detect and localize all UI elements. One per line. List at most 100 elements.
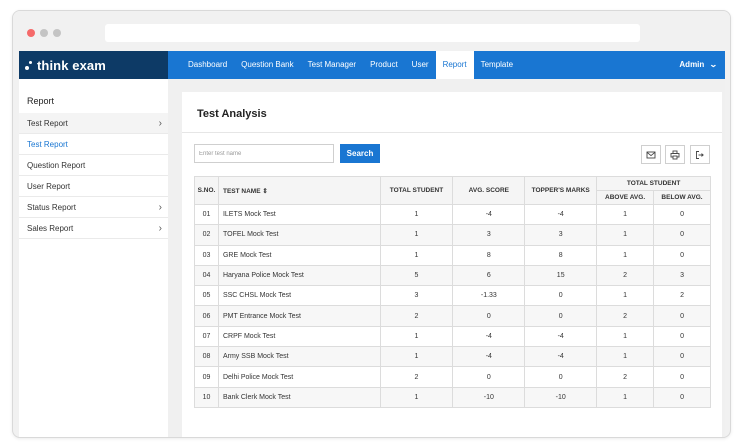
address-bar[interactable] — [105, 24, 640, 42]
cell-sno: 03 — [194, 244, 219, 266]
th-sno: S.NO. — [194, 176, 219, 205]
cell-avg-score: -4 — [452, 346, 526, 368]
cell-sno: 09 — [194, 366, 219, 388]
cell-avg-score: -4 — [452, 325, 526, 348]
nav-item-dashboard[interactable]: Dashboard — [188, 60, 228, 69]
th-test-name[interactable]: TEST NAME ⇕ — [217, 176, 381, 205]
cell-total-student: 1 — [379, 346, 454, 368]
nav-item-question-bank[interactable]: Question Bank — [241, 60, 294, 69]
cell-sno: 06 — [194, 305, 219, 327]
table-row: 02 TOFEL Mock Test 1 3 3 1 0 — [194, 224, 711, 246]
cell-below-avg: 0 — [653, 325, 711, 348]
table-row: 07 CRPF Mock Test 1 -4 -4 1 0 — [194, 325, 711, 348]
mail-icon — [646, 151, 656, 158]
cell-test-name: Delhi Police Mock Test — [217, 366, 381, 388]
email-button[interactable] — [641, 145, 661, 164]
test-analysis-table: S.NO. TEST NAME ⇕ TOTAL STUDENT AVG. SCO… — [194, 176, 711, 408]
sidebar-title: Report — [27, 96, 55, 106]
cell-below-avg: 0 — [653, 305, 711, 327]
cell-total-student: 2 — [379, 305, 454, 327]
maximize-window-dot[interactable] — [53, 29, 61, 37]
sidebar-item-user-report[interactable]: User Report — [19, 176, 168, 197]
cell-above-avg: 2 — [596, 264, 655, 287]
nav-menu: Dashboard Question Bank Test Manager Produc… — [181, 51, 520, 79]
sidebar-item-label: Test Report — [27, 140, 68, 149]
close-window-dot[interactable] — [27, 29, 35, 37]
cell-toppers-marks: -10 — [524, 386, 598, 408]
cell-below-avg: 0 — [653, 224, 711, 246]
sort-icon[interactable]: ⇕ — [262, 187, 268, 195]
minimize-window-dot[interactable] — [40, 29, 48, 37]
cell-above-avg: 1 — [596, 224, 655, 246]
th-below-avg: BELOW AVG. — [653, 190, 711, 205]
sidebar-item-label: Sales Report — [27, 224, 74, 233]
nav-item-test-manager[interactable]: Test Manager — [307, 60, 357, 69]
th-total-student: TOTAL STUDENT — [379, 176, 454, 205]
cell-above-avg: 1 — [596, 325, 655, 348]
cell-test-name: CRPF Mock Test — [217, 325, 381, 348]
top-navbar: think exam Dashboard Question Bank Test Ma… — [19, 51, 725, 79]
print-button[interactable] — [665, 145, 685, 164]
cell-avg-score: 3 — [452, 224, 526, 246]
title-divider — [182, 132, 722, 133]
th-above-avg: ABOVE AVG. — [596, 190, 655, 205]
cell-avg-score: -10 — [452, 386, 526, 408]
sidebar-item-question-report[interactable]: Question Report — [19, 155, 168, 176]
table-row: 08 Army SSB Mock Test 1 -4 -4 1 0 — [194, 346, 711, 368]
cell-toppers-marks: 0 — [524, 305, 598, 327]
sidebar-item-status-report[interactable]: Status Report › — [19, 197, 168, 218]
sidebar-item-sales-report[interactable]: Sales Report › — [19, 218, 168, 239]
cell-above-avg: 1 — [596, 346, 655, 368]
cell-avg-score: 8 — [452, 244, 526, 266]
admin-label: Admin — [679, 60, 705, 69]
cell-toppers-marks: 8 — [524, 244, 598, 266]
search-button[interactable]: Search — [340, 144, 380, 163]
sidebar-item-test-report[interactable]: Test Report — [19, 134, 168, 155]
nav-item-report[interactable]: Report — [435, 51, 474, 79]
chevron-down-icon: ⌄ — [709, 60, 719, 69]
print-icon — [670, 150, 680, 159]
nav-item-user[interactable]: User — [411, 60, 429, 69]
cell-total-student: 1 — [379, 386, 454, 408]
cell-test-name: Haryana Police Mock Test — [217, 264, 381, 287]
page-title: Test Analysis — [197, 108, 267, 120]
cell-test-name: TOFEL Mock Test — [217, 224, 381, 246]
cell-below-avg: 0 — [653, 244, 711, 266]
nav-item-product[interactable]: Product — [370, 60, 398, 69]
nav-item-template[interactable]: Template — [480, 60, 514, 69]
cell-below-avg: 3 — [653, 264, 711, 287]
cell-total-student: 1 — [379, 244, 454, 266]
cell-test-name: GRE Mock Test — [217, 244, 381, 266]
logo-mark-icon — [25, 59, 34, 71]
admin-menu[interactable]: Admin ⌄ — [679, 51, 719, 79]
cell-above-avg: 2 — [596, 305, 655, 327]
sidebar-item-label: User Report — [27, 182, 71, 191]
cell-below-avg: 2 — [653, 285, 711, 307]
table-row: 03 GRE Mock Test 1 8 8 1 0 — [194, 244, 711, 266]
sidebar-item-label: Question Report — [27, 161, 86, 170]
sidebar: Report Test Report › Test Report Question R… — [19, 79, 168, 437]
cell-avg-score: 6 — [452, 264, 526, 287]
sidebar-item-label: Test Report — [27, 119, 68, 128]
table-body: 01 ILETS Mock Test 1 -4 -4 1 0 02 TOFEL Mock Tes… — [194, 203, 711, 408]
main-panel: Test Analysis Search — [182, 92, 722, 437]
cell-test-name: PMT Entrance Mock Test — [217, 305, 381, 327]
cell-test-name: SSC CHSL Mock Test — [217, 285, 381, 307]
cell-toppers-marks: 0 — [524, 366, 598, 388]
cell-test-name: ILETS Mock Test — [217, 203, 381, 226]
logo[interactable]: think exam — [19, 51, 168, 79]
cell-total-student: 1 — [379, 224, 454, 246]
cell-avg-score: -4 — [452, 203, 526, 226]
table-row: 10 Bank Clerk Mock Test 1 -10 -10 1 0 — [194, 386, 711, 408]
sidebar-item-test-report[interactable]: Test Report › — [19, 113, 168, 134]
search-input[interactable] — [194, 144, 334, 163]
cell-above-avg: 2 — [596, 366, 655, 388]
export-button[interactable] — [690, 145, 710, 164]
cell-total-student: 1 — [379, 203, 454, 226]
cell-total-student: 2 — [379, 366, 454, 388]
cell-sno: 07 — [194, 325, 219, 348]
chevron-right-icon: › — [158, 223, 162, 234]
cell-total-student: 5 — [379, 264, 454, 287]
cell-sno: 04 — [194, 264, 219, 287]
cell-total-student: 1 — [379, 325, 454, 348]
